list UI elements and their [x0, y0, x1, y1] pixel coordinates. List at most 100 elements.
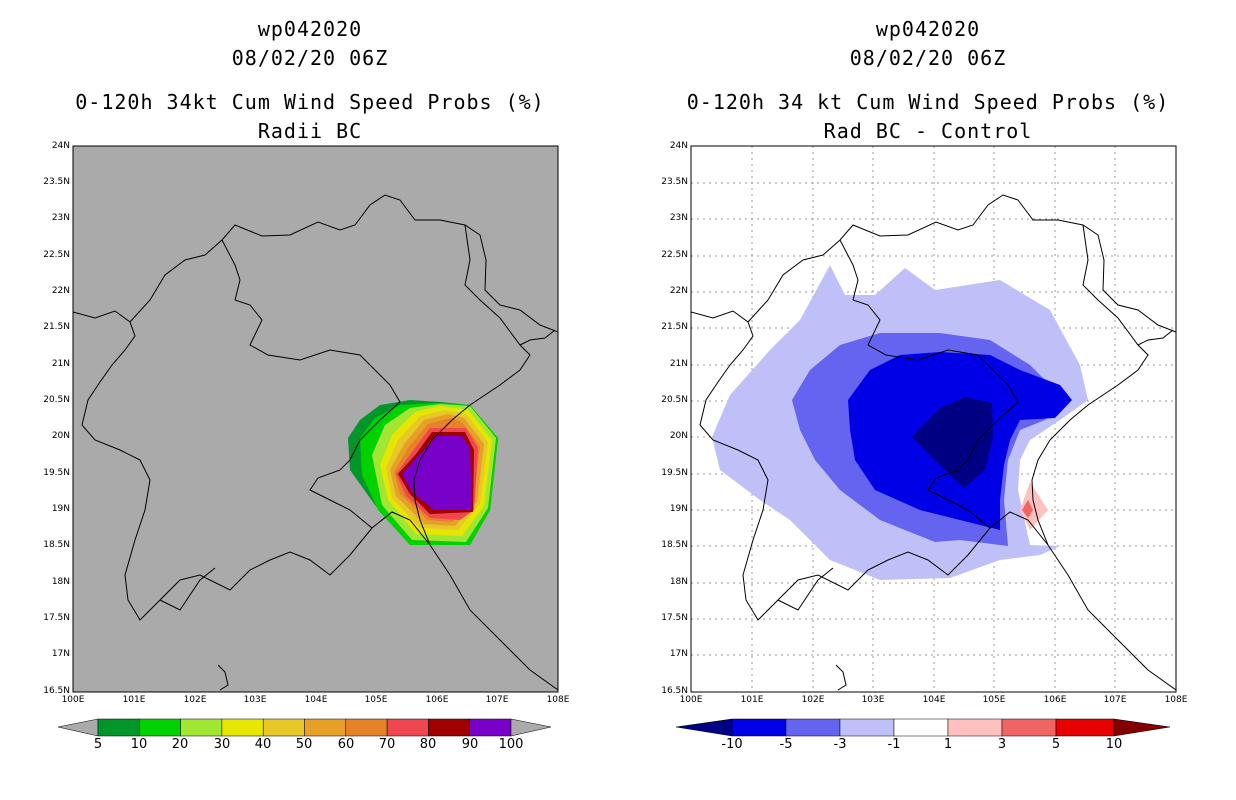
right-datetime: 08/02/20 06Z [849, 46, 1007, 70]
lat-label: 22.5N [661, 250, 688, 260]
colorbar-label: 60 [337, 737, 355, 752]
colorbar-label: 5 [93, 737, 103, 752]
colorbar-label: 100 [498, 737, 524, 752]
left-colorbar-swatch [139, 718, 181, 737]
colorbar-label: -1 [887, 737, 901, 752]
colorbar-label: 3 [997, 737, 1007, 752]
lat-label: 17N [669, 649, 688, 659]
lat-label: 24N [51, 141, 70, 151]
lon-label: 107E [1103, 695, 1127, 705]
left-title: 0-120h 34kt Cum Wind Speed Probs (%) [75, 90, 545, 114]
lon-label: 107E [485, 695, 509, 705]
left-colorbar-swatch [221, 718, 264, 737]
left-colorbar-extend-max [510, 718, 552, 737]
lat-label: 19N [51, 504, 70, 514]
colorbar-label: 20 [171, 737, 189, 752]
lat-label: 20.5N [661, 395, 688, 405]
right-colorbar [675, 718, 1171, 737]
left-colorbar-swatch [469, 718, 512, 737]
colorbar-label: -10 [721, 737, 743, 752]
lat-label: 22N [51, 286, 70, 296]
lat-label: 20N [669, 431, 688, 441]
lat-label: 22.5N [43, 250, 70, 260]
contour-100 [402, 436, 472, 510]
left-probability-contours [348, 400, 498, 545]
colorbar-label: 80 [419, 737, 437, 752]
lat-label: 17.5N [43, 613, 70, 623]
left-colorbar-swatch [345, 718, 388, 737]
lon-label: 103E [243, 695, 267, 705]
lat-label: 18N [669, 577, 688, 587]
right-colorbar-swatch [1113, 718, 1171, 737]
left-map-frame [72, 145, 559, 693]
lat-label: 20.5N [43, 395, 70, 405]
colorbar-label: 10 [1105, 737, 1123, 752]
right-borders [691, 194, 1176, 691]
lat-label: 21.5N [43, 322, 70, 332]
right-colorbar-swatch [731, 718, 787, 737]
right-storm-id: wp042020 [875, 17, 981, 41]
lon-label: 103E [861, 695, 885, 705]
lat-label: 19N [669, 504, 688, 514]
right-title: 0-120h 34 kt Cum Wind Speed Probs (%) [686, 90, 1170, 114]
lat-label: 21N [51, 359, 70, 369]
lon-label: 104E [922, 695, 946, 705]
lat-label: 23.5N [43, 177, 70, 187]
right-gridlines [691, 146, 1176, 692]
lat-label: 19.5N [661, 468, 688, 478]
left-storm-id: wp042020 [257, 17, 363, 41]
lat-label: 16.5N [661, 686, 688, 696]
lon-label: 108E [546, 695, 570, 705]
colorbar-label: -3 [833, 737, 847, 752]
lon-label: 100E [61, 695, 85, 705]
left-datetime: 08/02/20 06Z [231, 46, 389, 70]
left-colorbar-swatch [304, 718, 347, 737]
colorbar-label: 70 [378, 737, 396, 752]
lon-label: 102E [801, 695, 825, 705]
right-difference-contours [712, 265, 1088, 580]
lat-label: 21N [669, 359, 688, 369]
lat-label: 22N [669, 286, 688, 296]
colorbar-label: 90 [461, 737, 479, 752]
lon-label: 105E [364, 695, 388, 705]
right-colorbar-swatch [839, 718, 895, 737]
lon-label: 108E [1164, 695, 1188, 705]
right-colorbar-swatch [947, 718, 1003, 737]
colorbar-label: 1 [943, 737, 953, 752]
lat-label: 16.5N [43, 686, 70, 696]
lon-label: 101E [122, 695, 146, 705]
lat-label: 17.5N [661, 613, 688, 623]
contour-neg10 [912, 397, 993, 488]
lat-label: 19.5N [43, 468, 70, 478]
left-colorbar-extend-min [57, 718, 99, 737]
left-subtitle: Radii BC [257, 119, 363, 143]
lat-label: 23.5N [661, 177, 688, 187]
lon-label: 106E [425, 695, 449, 705]
left-colorbar-swatch [262, 718, 305, 737]
lon-label: 101E [740, 695, 764, 705]
colorbar-label: 5 [1051, 737, 1061, 752]
right-colorbar-swatch [1001, 718, 1057, 737]
right-map-frame [690, 145, 1177, 693]
colorbar-label: 10 [130, 737, 148, 752]
right-colorbar-swatch [785, 718, 841, 737]
colorbar-label: -5 [779, 737, 793, 752]
lat-label: 18N [51, 577, 70, 587]
colorbar-label: 30 [213, 737, 231, 752]
lon-label: 105E [982, 695, 1006, 705]
lon-label: 102E [183, 695, 207, 705]
lat-label: 23N [51, 213, 70, 223]
left-colorbar-swatch [97, 718, 140, 737]
left-borders [73, 194, 558, 691]
lon-label: 100E [679, 695, 703, 705]
colorbar-label: 50 [295, 737, 313, 752]
lon-label: 106E [1043, 695, 1067, 705]
lat-label: 18.5N [661, 540, 688, 550]
right-colorbar-swatch [675, 718, 733, 737]
left-colorbar-swatch [180, 718, 223, 737]
lat-label: 17N [51, 649, 70, 659]
colorbar-label: 40 [254, 737, 272, 752]
lat-label: 20N [51, 431, 70, 441]
